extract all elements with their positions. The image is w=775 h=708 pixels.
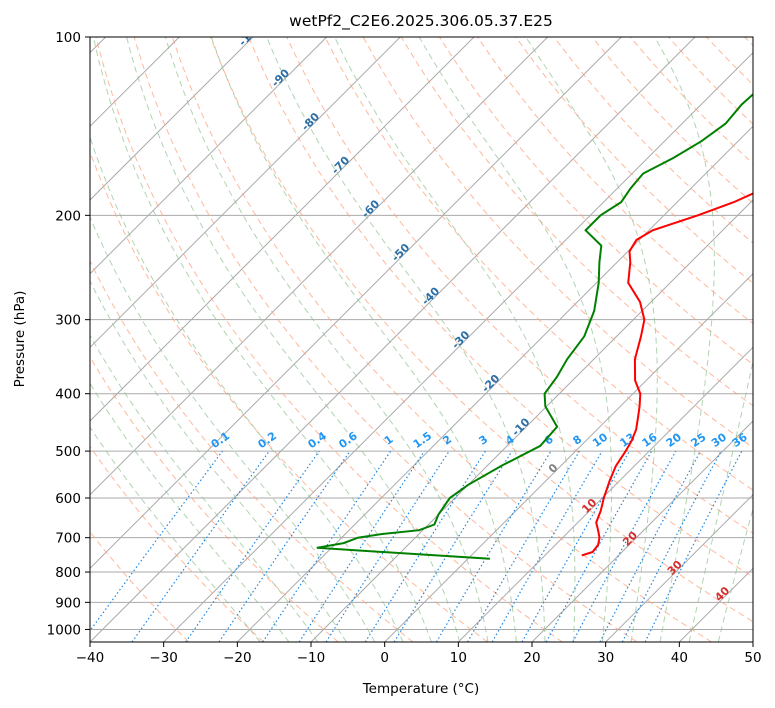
dry-adiabat-line xyxy=(90,356,339,642)
mixing-ratio-line xyxy=(545,450,653,642)
x-axis-ticks: −40 −30 −20 −10 0 10 20 30 40 50 xyxy=(76,642,762,666)
dry-adiabat-line xyxy=(90,259,414,642)
y-tick-label: 300 xyxy=(55,313,81,329)
y-tick-label: 800 xyxy=(55,565,81,581)
plot-frame xyxy=(89,36,754,643)
mixing-ratio-line xyxy=(90,450,223,632)
y-tick-label: 200 xyxy=(55,208,81,224)
isotherm-line xyxy=(384,272,753,642)
mixing-ratio-line xyxy=(393,450,513,642)
dewpoint-profile-line xyxy=(316,92,753,560)
moist-adiabat-line xyxy=(164,37,489,642)
moist-adiabat-line xyxy=(90,334,319,642)
y-tick-label: 1000 xyxy=(47,622,81,638)
mixing-ratio-line xyxy=(185,450,320,642)
temperature-profile-line xyxy=(581,192,753,557)
mixing-ratio-line xyxy=(262,450,392,642)
dry-adiabat-line xyxy=(248,37,753,578)
y-tick-label: 900 xyxy=(55,595,81,611)
mixing-ratio-line xyxy=(131,450,270,642)
x-tick-label: 50 xyxy=(744,650,761,666)
mixing-ratio-line xyxy=(644,450,743,642)
chart-title: wetPf2_C2E6.2025.306.05.37.E25 xyxy=(289,12,553,31)
plot-area xyxy=(90,37,753,642)
moist-adiabat-line xyxy=(210,37,517,642)
moist-adiabat-line xyxy=(688,358,753,642)
moist-adiabat-line xyxy=(525,37,658,642)
dry-adiabat-line xyxy=(286,37,753,534)
y-tick-label: 600 xyxy=(55,491,81,507)
x-tick-label: 10 xyxy=(450,650,467,666)
isotherm-line xyxy=(457,346,753,642)
isotherm-line xyxy=(90,37,254,201)
mixing-ratio-line xyxy=(325,450,450,642)
moist-adiabat-line xyxy=(418,37,613,642)
moist-adiabat-line xyxy=(654,37,715,642)
moist-adiabat-line xyxy=(126,37,461,642)
background-lines xyxy=(90,37,753,642)
y-axis-ticks: 1000 900 800 700 600 500 400 300 200 100 xyxy=(47,30,90,638)
moist-adiabat-line xyxy=(90,135,404,642)
y-tick-label: 500 xyxy=(55,444,81,460)
isotherm-label: -100 xyxy=(236,20,265,49)
isotherm-line xyxy=(163,51,753,642)
isotherm-line xyxy=(236,125,753,642)
x-tick-label: 0 xyxy=(380,650,389,666)
isotherm-line xyxy=(531,420,753,642)
x-tick-label: 20 xyxy=(523,650,540,666)
x-tick-label: −30 xyxy=(149,650,178,666)
x-axis-label: Temperature (°C) xyxy=(362,681,480,697)
moist-adiabat-line xyxy=(90,215,376,642)
dry-adiabat-line xyxy=(515,37,753,284)
mixing-ratio-line xyxy=(572,450,677,642)
isotherm-line xyxy=(90,37,401,349)
isotherm-line xyxy=(90,37,622,570)
y-axis-label: Pressure (hPa) xyxy=(12,291,28,388)
dry-adiabat-line xyxy=(90,445,264,642)
mixing-ratio-line xyxy=(298,450,425,642)
moist-adiabat-line xyxy=(266,37,546,642)
moist-adiabat-line xyxy=(90,382,290,642)
isotherm-line xyxy=(90,37,696,642)
isotherm-line xyxy=(90,37,475,422)
y-tick-label: 100 xyxy=(55,30,81,46)
isotherm-line xyxy=(605,493,753,642)
dry-adiabat-line xyxy=(210,37,753,623)
mixing-ratio-line xyxy=(218,450,351,642)
moist-adiabat-line xyxy=(717,506,753,642)
isotherm-line xyxy=(90,37,549,496)
moist-adiabat-line xyxy=(90,426,261,642)
x-tick-label: −40 xyxy=(76,650,105,666)
x-tick-label: −20 xyxy=(223,650,252,666)
moist-adiabat-line xyxy=(334,37,576,642)
isotherm-line xyxy=(90,37,328,275)
profiles xyxy=(316,92,753,560)
x-tick-label: 30 xyxy=(597,650,614,666)
x-tick-label: 40 xyxy=(671,650,688,666)
dry-adiabat-line xyxy=(95,37,563,642)
dry-adiabat-line xyxy=(324,37,753,491)
moist-adiabat-line xyxy=(92,37,432,642)
y-tick-label: 400 xyxy=(55,387,81,403)
y-tick-label: 700 xyxy=(55,531,81,547)
x-tick-label: −10 xyxy=(297,650,326,666)
dry-adiabat-line xyxy=(171,37,712,642)
